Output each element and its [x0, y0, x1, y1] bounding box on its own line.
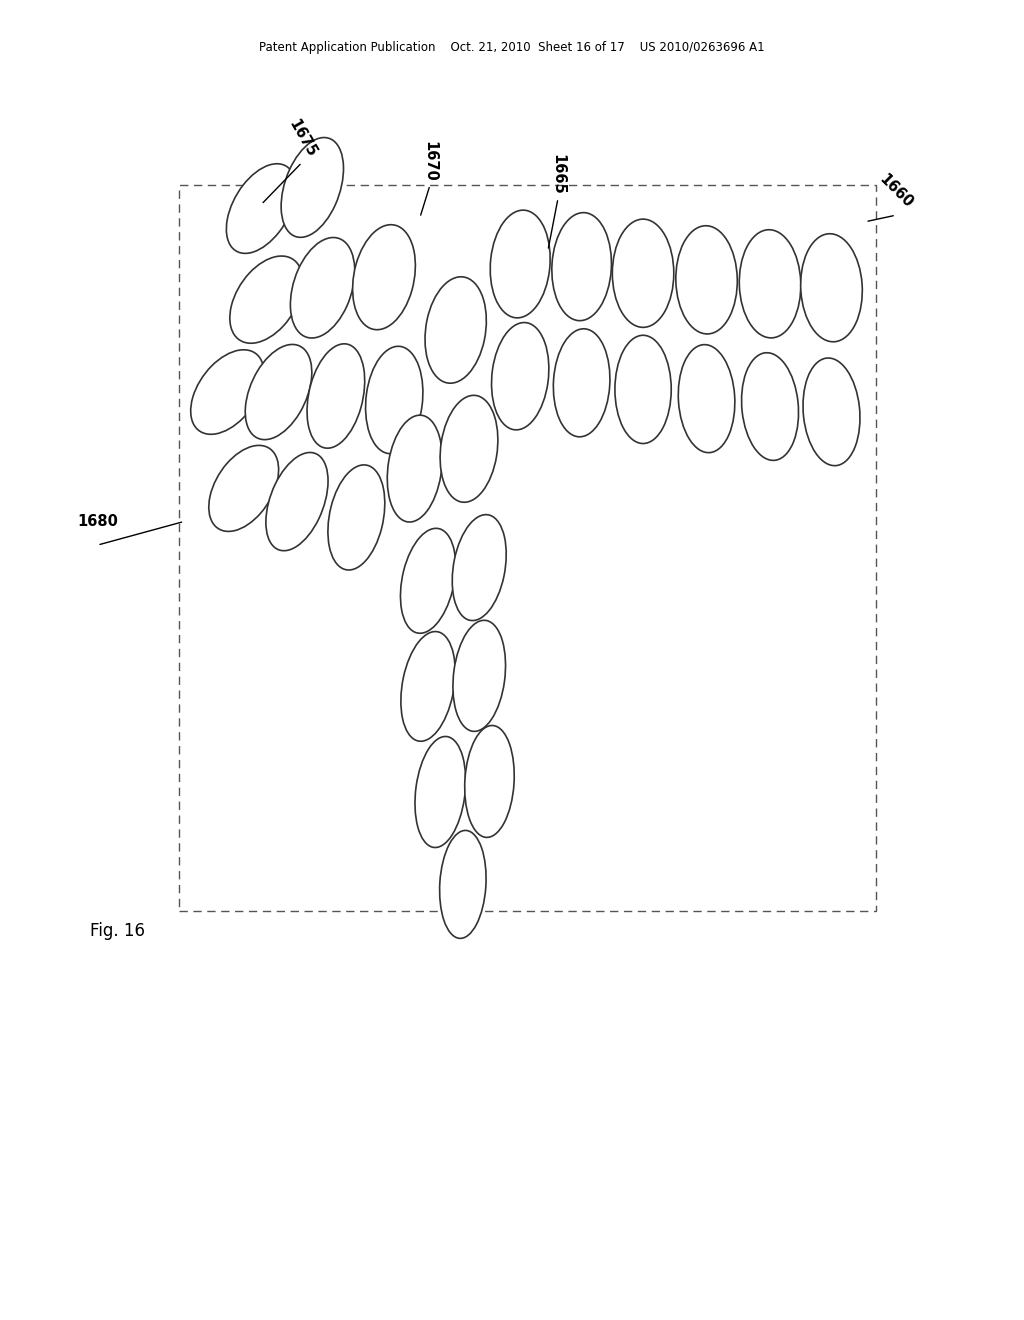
Ellipse shape	[245, 345, 312, 440]
Text: Patent Application Publication    Oct. 21, 2010  Sheet 16 of 17    US 2010/02636: Patent Application Publication Oct. 21, …	[259, 41, 765, 54]
Ellipse shape	[465, 726, 514, 837]
Ellipse shape	[612, 219, 674, 327]
Ellipse shape	[614, 335, 672, 444]
Ellipse shape	[226, 164, 296, 253]
Ellipse shape	[366, 346, 423, 454]
Ellipse shape	[209, 445, 279, 532]
Bar	[179, 185, 876, 911]
Ellipse shape	[741, 352, 799, 461]
Ellipse shape	[739, 230, 801, 338]
Ellipse shape	[439, 830, 486, 939]
Ellipse shape	[387, 416, 442, 521]
Ellipse shape	[229, 256, 303, 343]
Ellipse shape	[676, 226, 737, 334]
Ellipse shape	[425, 277, 486, 383]
Ellipse shape	[803, 358, 860, 466]
Ellipse shape	[328, 465, 385, 570]
Ellipse shape	[400, 528, 456, 634]
Ellipse shape	[490, 210, 550, 318]
Ellipse shape	[552, 213, 611, 321]
Ellipse shape	[453, 620, 506, 731]
Text: 1680: 1680	[77, 513, 118, 529]
Ellipse shape	[266, 453, 328, 550]
Ellipse shape	[291, 238, 354, 338]
Ellipse shape	[190, 350, 264, 434]
Ellipse shape	[400, 631, 456, 742]
Ellipse shape	[453, 515, 506, 620]
Ellipse shape	[440, 395, 498, 503]
Text: Fig. 16: Fig. 16	[90, 921, 145, 940]
Text: 1660: 1660	[877, 172, 915, 211]
Text: 1665: 1665	[551, 154, 565, 194]
Ellipse shape	[678, 345, 735, 453]
Text: 1670: 1670	[423, 141, 437, 181]
Ellipse shape	[801, 234, 862, 342]
Ellipse shape	[307, 343, 365, 449]
Text: 1675: 1675	[286, 117, 318, 160]
Ellipse shape	[352, 224, 416, 330]
Ellipse shape	[415, 737, 466, 847]
Ellipse shape	[553, 329, 610, 437]
Ellipse shape	[282, 137, 343, 238]
Ellipse shape	[492, 322, 549, 430]
